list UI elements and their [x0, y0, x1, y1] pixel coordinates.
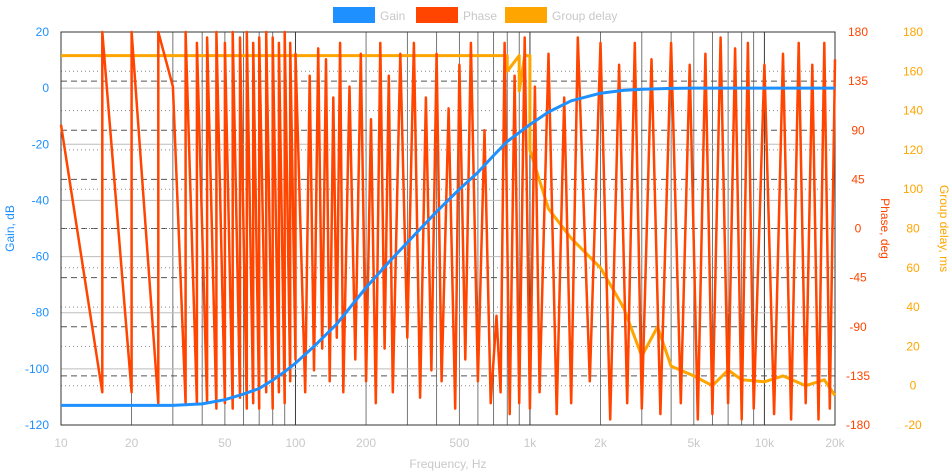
y-phase-tick-label: 0	[855, 222, 862, 236]
x-tick-label: 100	[285, 436, 305, 450]
x-tick-label: 1k	[524, 436, 538, 450]
y-delay-tick-label: 140	[903, 104, 923, 118]
legend[interactable]: Gain Phase Group delay	[333, 7, 617, 23]
y-left-tick-label: -60	[32, 250, 50, 264]
legend-item-phase[interactable]: Phase	[416, 7, 497, 23]
y-delay-tick-label: 60	[906, 261, 920, 275]
series-line-phase	[59, 30, 837, 421]
y-phase-tick-label: -45	[849, 271, 867, 285]
y-left-tick-label: -20	[32, 137, 50, 151]
y-left-tick-label: -100	[25, 362, 49, 376]
series-line-group-delay	[61, 54, 837, 397]
y-delay-tick-label: 80	[906, 222, 920, 236]
y-left-tick-label: -80	[32, 306, 50, 320]
y-phase-tick-label: -180	[846, 418, 870, 432]
x-tick-label: 5k	[687, 436, 701, 450]
y-delay-tick-label: 160	[903, 64, 923, 78]
legend-swatch	[333, 7, 375, 23]
x-tick-label: 2k	[594, 436, 608, 450]
y-delay-tick-label: 180	[903, 25, 923, 39]
plot-frame	[60, 31, 836, 426]
y-phase-axis-title: Phase, deg	[878, 198, 892, 259]
x-tick-label: 20	[125, 436, 139, 450]
series-line-gain	[61, 86, 835, 407]
x-tick-label: 10k	[755, 436, 775, 450]
x-axis-title: Frequency, Hz	[409, 457, 486, 471]
series-layer	[59, 30, 837, 421]
y-left-tick-label: 20	[36, 25, 50, 39]
x-tick-label: 20k	[825, 436, 845, 450]
y-delay-tick-label: -20	[904, 418, 922, 432]
y-phase-tick-label: 90	[851, 123, 865, 137]
legend-item-group-delay[interactable]: Group delay	[505, 7, 617, 23]
legend-swatch	[416, 7, 458, 23]
y-delay-tick-label: 40	[906, 300, 920, 314]
y-delay-tick-label: 20	[906, 339, 920, 353]
legend-label: Phase	[463, 9, 497, 23]
y-phase-tick-label: 45	[851, 172, 865, 186]
y-left-axis-title: Gain, dB	[3, 205, 17, 252]
y-left-tick-label: -120	[25, 418, 49, 432]
y-phase-tick-label: -90	[849, 320, 867, 334]
y-delay-tick-label: 120	[903, 143, 923, 157]
legend-label: Group delay	[552, 9, 617, 23]
y-delay-tick-label: 100	[903, 182, 923, 196]
y-left-tick-label: -40	[32, 193, 50, 207]
legend-item-gain[interactable]: Gain	[333, 7, 405, 23]
axes: 10 20 50 100 200 500 1k 2k 5k 10k 20k200-20-40-60-…	[3, 25, 951, 471]
legend-swatch	[505, 7, 547, 23]
y-left-tick-label: 0	[42, 81, 49, 95]
y-phase-tick-label: 180	[848, 25, 868, 39]
x-tick-label: 10	[54, 436, 68, 450]
y-delay-tick-label: 0	[910, 379, 917, 393]
y-phase-tick-label: 135	[848, 74, 868, 88]
legend-label: Gain	[380, 9, 405, 23]
y-phase-tick-label: -135	[846, 369, 870, 383]
y-delay-axis-title: Group delay, ms	[937, 185, 951, 272]
x-tick-label: 50	[218, 436, 232, 450]
x-tick-label: 200	[356, 436, 376, 450]
x-tick-label: 500	[449, 436, 469, 450]
